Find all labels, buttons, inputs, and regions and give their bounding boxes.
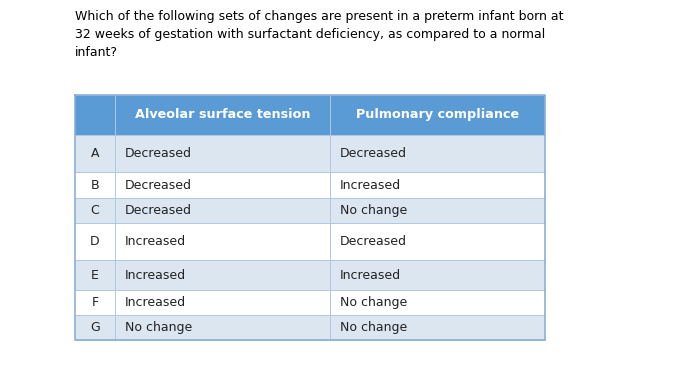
Text: C: C bbox=[90, 204, 99, 217]
Text: Increased: Increased bbox=[125, 235, 186, 248]
Text: Decreased: Decreased bbox=[125, 179, 192, 192]
Text: A: A bbox=[91, 147, 99, 160]
Bar bbox=[115, 290, 330, 315]
Bar bbox=[75, 290, 115, 315]
Bar bbox=[115, 135, 330, 172]
Text: Increased: Increased bbox=[125, 296, 186, 309]
Bar bbox=[75, 172, 115, 198]
Bar bbox=[75, 260, 115, 290]
Text: D: D bbox=[90, 235, 100, 248]
Bar bbox=[75, 95, 115, 135]
Text: B: B bbox=[91, 179, 99, 192]
Bar bbox=[330, 172, 545, 198]
Text: Pulmonary compliance: Pulmonary compliance bbox=[356, 108, 519, 121]
Bar bbox=[330, 95, 545, 135]
Text: No change: No change bbox=[340, 321, 407, 334]
Text: Alveolar surface tension: Alveolar surface tension bbox=[134, 108, 310, 121]
Text: Which of the following sets of changes are present in a preterm infant born at
3: Which of the following sets of changes a… bbox=[75, 10, 564, 59]
Text: Increased: Increased bbox=[340, 179, 401, 192]
Bar bbox=[115, 223, 330, 260]
Text: Decreased: Decreased bbox=[125, 204, 192, 217]
Bar bbox=[330, 260, 545, 290]
Text: No change: No change bbox=[125, 321, 192, 334]
Text: Decreased: Decreased bbox=[125, 147, 192, 160]
Text: No change: No change bbox=[340, 204, 407, 217]
Bar bbox=[75, 135, 115, 172]
Text: No change: No change bbox=[340, 296, 407, 309]
Bar bbox=[330, 315, 545, 340]
Bar bbox=[115, 260, 330, 290]
Text: Increased: Increased bbox=[340, 269, 401, 282]
Text: F: F bbox=[92, 296, 99, 309]
Bar bbox=[115, 95, 330, 135]
Bar bbox=[330, 135, 545, 172]
Text: E: E bbox=[91, 269, 99, 282]
Bar bbox=[115, 315, 330, 340]
Text: Increased: Increased bbox=[125, 269, 186, 282]
Bar bbox=[330, 198, 545, 223]
Text: Decreased: Decreased bbox=[340, 147, 407, 160]
Bar bbox=[115, 198, 330, 223]
Bar bbox=[75, 223, 115, 260]
Bar bbox=[75, 315, 115, 340]
Bar bbox=[330, 223, 545, 260]
Bar bbox=[330, 290, 545, 315]
Bar bbox=[115, 172, 330, 198]
Text: Decreased: Decreased bbox=[340, 235, 407, 248]
Text: G: G bbox=[90, 321, 100, 334]
Bar bbox=[75, 198, 115, 223]
